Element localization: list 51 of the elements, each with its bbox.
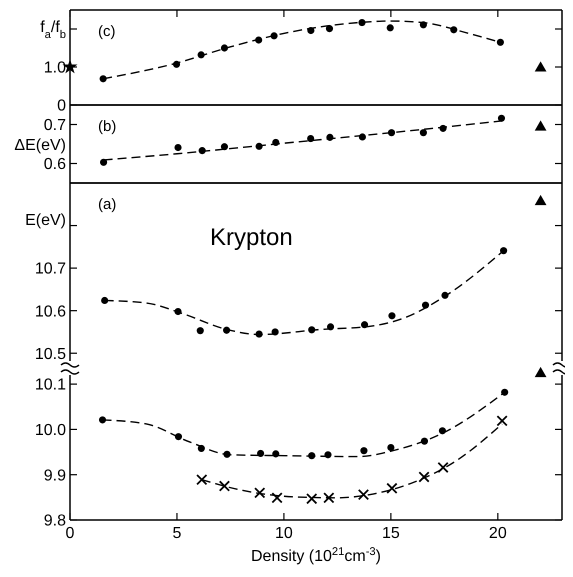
y-axis-title: f$_{a}$/f$_{b}$ [40, 19, 66, 41]
x-axis-title: Density (10$^{21}$cm$^{-3}$) [251, 546, 381, 565]
point [257, 450, 264, 457]
point [360, 447, 368, 454]
y-tick-label: 9.9 [44, 467, 66, 484]
y-axis-title: E(eV) [25, 212, 66, 229]
point [174, 144, 182, 152]
y-tick-label: 10.5 [34, 346, 66, 363]
point [498, 114, 506, 122]
point [272, 450, 280, 458]
point [386, 24, 394, 32]
point [196, 474, 208, 486]
annotation: (a) [98, 196, 116, 213]
y-tick-label: 10.7 [34, 260, 66, 278]
annotation: (c) [98, 23, 116, 40]
point [534, 61, 546, 72]
point [360, 321, 368, 328]
point [254, 487, 266, 498]
y-tick-label: 10.0 [34, 422, 66, 440]
x-tick-label: 20 [488, 525, 507, 542]
x-tick-label: 15 [382, 525, 400, 542]
point [418, 471, 430, 483]
y-tick-label: 9.8 [44, 512, 66, 530]
y-axis-title: ΔE(eV) [14, 137, 66, 154]
point [496, 38, 504, 46]
x-tick-label: 10 [275, 525, 293, 542]
annotation: (b) [98, 118, 116, 135]
point [271, 492, 283, 504]
y-tick-label: 1.0 [44, 60, 66, 77]
y-tick-label: 10.1 [34, 376, 66, 394]
point [307, 134, 314, 142]
y-tick-label: 0.6 [44, 156, 66, 174]
point [326, 25, 334, 32]
point [386, 482, 398, 494]
y-tick-label: 0 [57, 98, 66, 115]
point [437, 462, 449, 474]
point [218, 480, 230, 492]
point [534, 194, 546, 206]
x-tick-label: 5 [172, 525, 182, 542]
annotation: Krypton [210, 224, 293, 251]
point [196, 327, 204, 334]
point [358, 489, 370, 500]
point [220, 143, 228, 150]
point [323, 492, 334, 504]
point [388, 312, 396, 320]
point [387, 444, 394, 452]
point [306, 493, 318, 504]
y-tick-label: 0.7 [44, 117, 66, 134]
point [420, 129, 427, 136]
y-tick-label: 10.6 [34, 303, 66, 320]
point [496, 415, 508, 426]
